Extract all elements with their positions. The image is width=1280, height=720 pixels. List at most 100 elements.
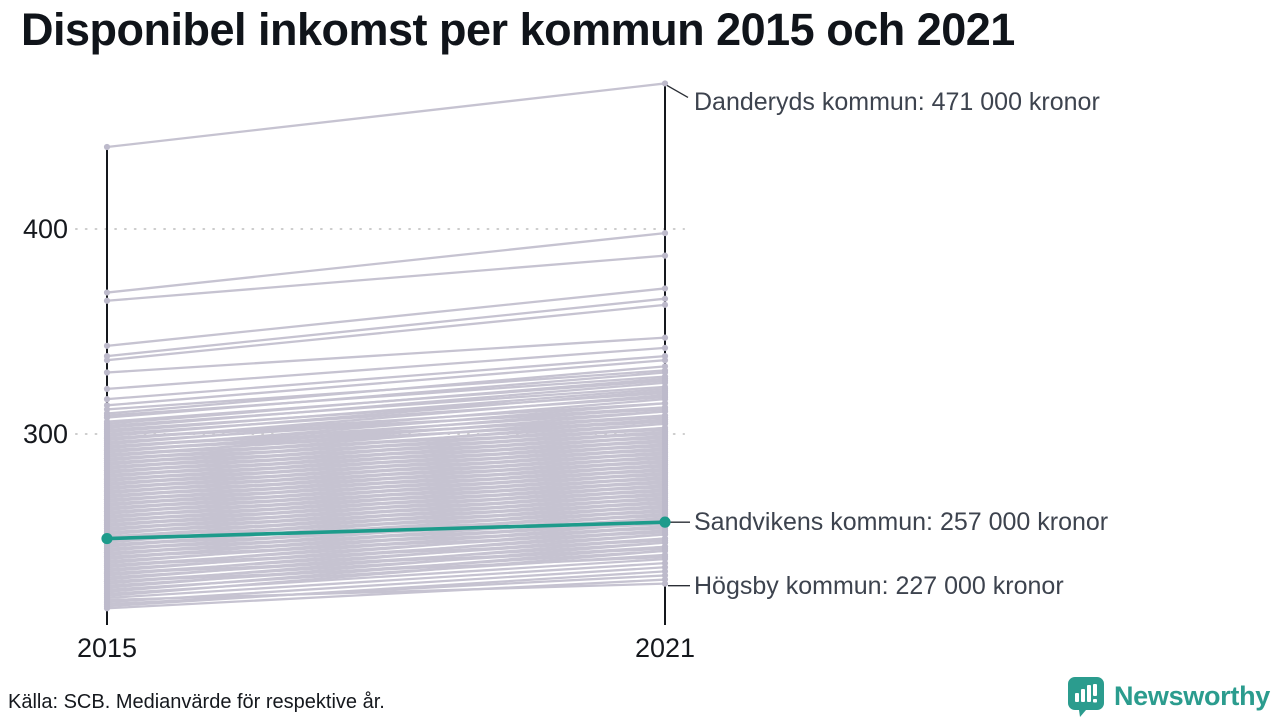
slope-line [105,445,667,473]
slope-line [105,432,667,460]
newsworthy-wordmark: Newsworthy [1113,681,1270,711]
slope-line [105,387,667,434]
page-title: Disponibel inkomst per kommun 2015 och 2… [21,4,1015,55]
endpoint-dot [661,418,669,425]
endpoint-dot [103,578,111,585]
highlight-dot-2015 [101,532,113,545]
slope-line [105,570,667,608]
slope-line [105,346,667,391]
y-tick-label: 400 [23,214,68,244]
endpoint-dot [103,553,111,561]
slope-line [105,416,667,448]
slope-line [105,231,667,294]
slope-line [105,502,667,530]
slope-line [105,562,667,600]
slope-line [105,365,667,415]
slope-line [105,428,667,456]
slope-line [105,397,667,446]
slope-line [105,498,667,526]
newsworthy-logo: Newsworthy [1067,676,1270,717]
endpoint-dot [103,342,111,349]
slope-line [105,533,667,581]
slope-line [105,359,667,407]
slope-line [105,457,667,485]
y-tick-label: 300 [23,419,68,449]
slope-line [105,436,667,464]
slope-line [105,303,667,362]
slope-line [105,473,667,501]
slope-line [105,527,667,555]
slope-line [105,547,667,575]
slope-line [105,377,667,425]
slope-line [105,494,667,522]
slope-line [105,549,667,598]
endpoint-dot [661,344,669,351]
endpoint-dot [103,143,111,151]
slope-line [105,420,667,452]
slope-line [105,410,667,458]
slope-line [105,82,667,149]
slope-line [105,578,667,610]
annotation-label: Högsby kommun: 227 000 kronor [694,571,1064,600]
slope-line [105,336,667,374]
slope-line [105,531,667,559]
endpoint-dot [661,537,669,544]
endpoint-dot [661,301,669,308]
slope-line [105,381,667,430]
endpoint-dot [103,297,111,304]
endpoint-dot [661,576,669,583]
newsworthy-bubble-chart-icon [1067,676,1105,717]
endpoint-dot [661,334,669,341]
highlight-dot-2021 [659,516,671,528]
leader-line [666,84,689,99]
slope-line [105,465,667,493]
x-tick-label-2021: 2021 [635,633,695,663]
slope-line [105,477,667,505]
endpoint-dot [103,396,111,403]
endpoint-dot [661,568,669,575]
endpoint-dot [661,545,669,552]
endpoint-dot [661,379,669,386]
slope-line [105,449,667,477]
endpoint-dot [661,252,669,259]
annotation-label: Sandvikens kommun: 257 000 kronor [694,508,1109,537]
slope-line [105,408,667,440]
slope-line [105,441,667,468]
annotation-label: Danderyds kommun: 471 000 kronor [694,88,1100,117]
source-note: Källa: SCB. Medianvärde för respektive å… [8,691,385,713]
endpoint-dot [661,295,669,302]
endpoint-dot [661,529,669,536]
slope-line [105,555,667,583]
endpoint-dot [661,363,669,370]
slope-line [105,482,667,509]
slope-line [105,523,667,550]
slope-line [105,354,667,401]
slope-line [105,510,667,538]
endpoint-dot [103,357,111,364]
endpoint-dot [103,289,111,296]
slope-line [105,297,667,358]
endpoint-dot [103,605,111,612]
endpoint-dot [661,285,669,292]
slope-line [105,506,667,534]
slope-line [105,486,667,514]
slope-line [105,461,667,489]
slope-line [105,525,667,573]
slope-line [105,490,667,518]
highlight-line [106,520,666,541]
endpoint-dot [661,80,669,87]
slope-line [105,287,667,348]
slope-line [105,541,667,589]
slope-line [105,539,667,567]
endpoint-dot [661,369,669,376]
slope-line [105,566,667,604]
slope-line [105,453,667,481]
endpoint-dot [103,369,111,376]
endpoint-dot [103,570,111,577]
endpoint-dot [661,553,669,561]
slope-line [105,389,667,438]
endpoint-dot [661,357,669,364]
endpoint-dot [103,562,111,569]
endpoint-dot [661,230,669,237]
